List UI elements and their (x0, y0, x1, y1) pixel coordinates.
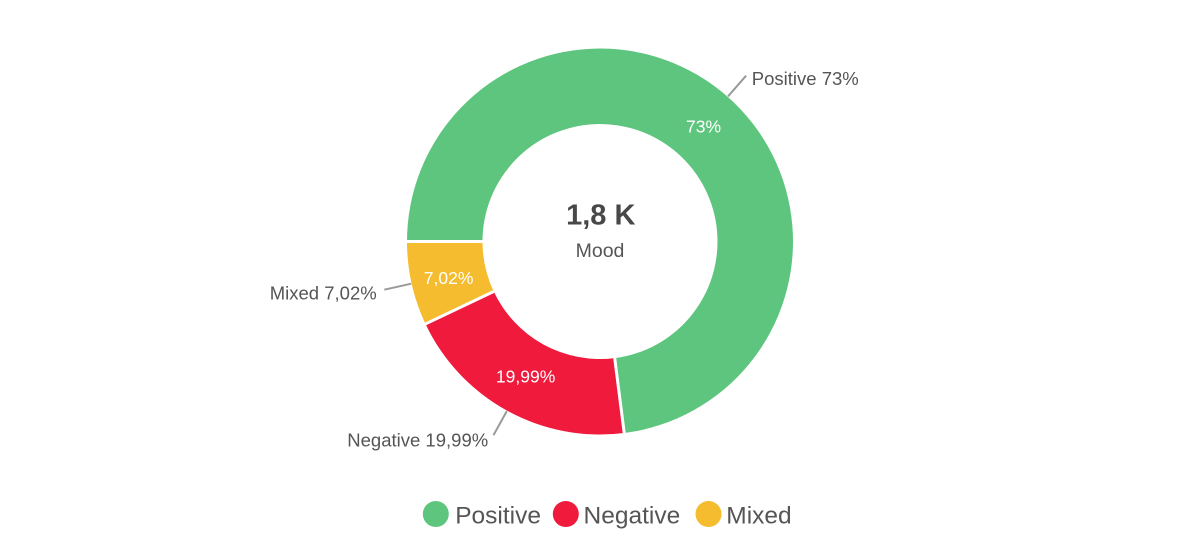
svg-text:19,99%: 19,99% (496, 367, 555, 387)
svg-text:Mixed 7,02%: Mixed 7,02% (270, 283, 377, 304)
svg-text:Negative 19,99%: Negative 19,99% (347, 429, 488, 450)
svg-text:Mixed: Mixed (726, 503, 791, 530)
svg-text:73%: 73% (686, 116, 721, 136)
svg-text:Negative: Negative (584, 503, 681, 530)
svg-text:Positive: Positive (455, 503, 541, 530)
svg-text:1,8 K: 1,8 K (566, 199, 635, 231)
svg-text:Positive 73%: Positive 73% (752, 68, 859, 89)
svg-text:Mood: Mood (576, 240, 625, 262)
svg-text:7,02%: 7,02% (424, 268, 474, 288)
